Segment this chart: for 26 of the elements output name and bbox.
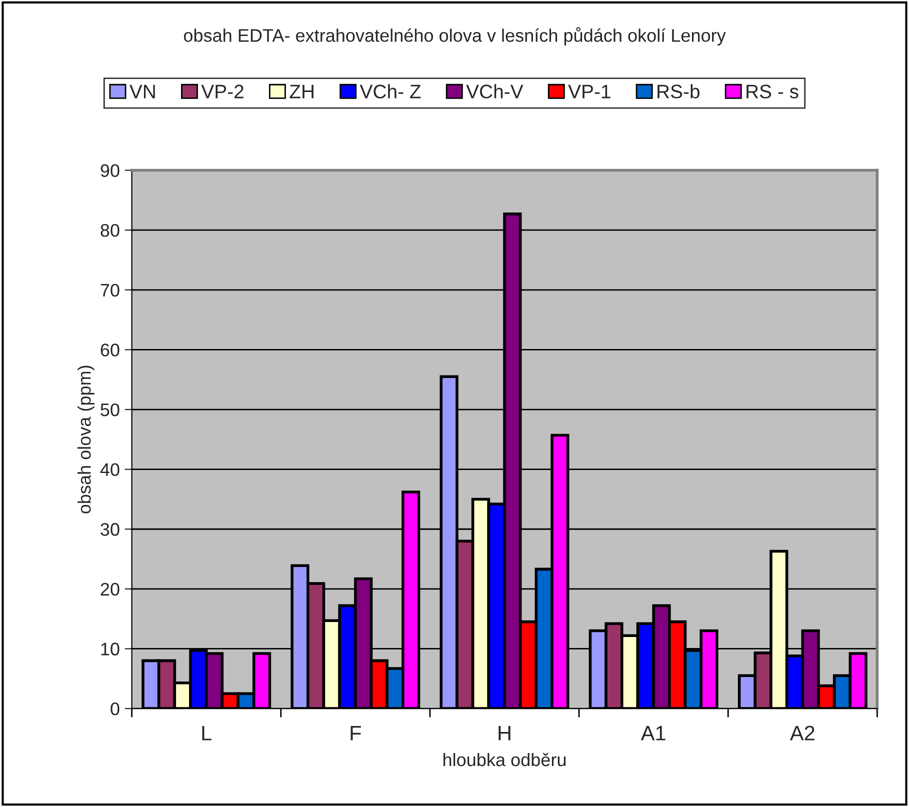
y-tick-label: 60 (100, 344, 120, 356)
y-axis-title: obsah olova (ppm) (78, 366, 94, 514)
legend-label: VN (130, 84, 155, 98)
y-tick-label: 10 (101, 642, 120, 656)
y-tick-label: 0 (110, 702, 120, 716)
y-tick-label: 70 (100, 284, 120, 297)
y-tick-label: 80 (100, 224, 120, 237)
x-tick-label: L (202, 726, 212, 740)
legend-label: VCh- Z (360, 84, 421, 98)
x-tick-label: F (350, 726, 361, 740)
y-tick-label: 50 (100, 403, 120, 416)
x-tick-label: A2 (790, 726, 814, 740)
legend-label: VCh-V (466, 84, 524, 98)
y-tick-label: 90 (100, 164, 120, 177)
y-tick-label: 40 (100, 463, 120, 476)
x-axis-title: hloubka odběru (444, 752, 566, 766)
y-tick-label: 20 (100, 582, 120, 596)
x-tick-label: A1 (640, 726, 666, 740)
chart-title: obsah EDTA- extrahovatelného olova v lesních půdách okolí Lenory (184, 27, 726, 46)
legend-label: ZH (290, 84, 314, 98)
legend-label: RS-b (658, 84, 700, 98)
x-tick-label: H (498, 726, 510, 740)
legend-label: VP-2 (201, 84, 244, 98)
y-tick-label: 30 (100, 523, 120, 536)
legend-label: RS - s (746, 84, 798, 98)
legend-label: VP-1 (568, 84, 610, 98)
